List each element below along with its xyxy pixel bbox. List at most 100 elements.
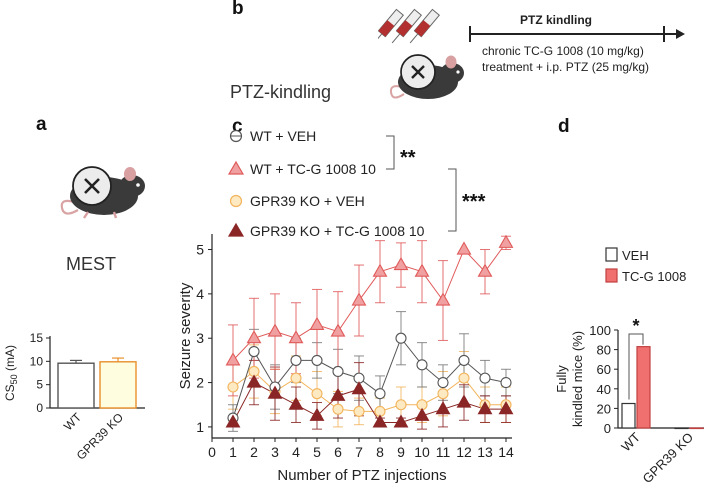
data-point [288,396,304,410]
data-point [435,401,451,415]
legend-label: WT + TC-G 1008 10 [250,161,376,177]
data-point [267,385,283,399]
data-point [458,372,470,384]
legend-label: GPR39 KO + TC-G 1008 10 [250,223,425,239]
data-point [477,401,493,415]
x-tick-label: 9 [397,444,405,460]
data-point [309,407,325,421]
data-point [332,365,344,378]
legend-swatch [605,247,618,262]
data-point [372,263,388,277]
y-axis-label: Fully [556,365,569,393]
panel-label-d: d [558,116,570,137]
y-tick-label: 3 [196,330,204,346]
panel-label-a: a [36,114,47,135]
data-point [414,407,430,421]
data-point [353,405,365,417]
y-tick-label: 15 [30,331,44,345]
data-point [437,388,449,400]
series-line [232,242,507,361]
data-point [456,241,472,255]
arrow-right-icon [676,29,685,39]
data-point [435,292,451,306]
x-tick-label: 11 [436,444,451,460]
y-axis-label: kindled mice (%) [570,331,585,427]
data-point [311,388,323,400]
y-tick-label: 60 [597,362,611,377]
significance-label: * [632,316,639,336]
syringe-icon [409,8,441,44]
syringes-illustration [378,8,441,44]
data-point [246,374,262,388]
treatment-line-1: chronic TC-G 1008 (10 mg/kg) [482,44,644,58]
syringe-icon [391,8,423,44]
data-point [311,354,323,366]
kindled-chart: VEH TC-G 1008 0 20 40 60 80 100 Fully kindled mic… [556,247,704,487]
significance-bracket [386,135,395,170]
data-point [248,345,260,358]
data-point [437,377,449,389]
y-axis-label: CS50 (mA) [3,345,19,401]
x-tick-label: 1 [229,444,237,460]
x-axis-label: Number of PTZ injections [277,467,446,484]
x-tick-label: 7 [355,444,363,460]
mouse-ptz-illustration [389,54,464,99]
x-tick-label: 14 [498,444,514,460]
y-axis-label: Seizure severity [180,282,194,389]
y-tick-label: 10 [30,354,44,368]
data-point [309,316,325,330]
data-point [290,354,302,366]
significance-label: *** [462,191,486,213]
x-tick-label: 12 [456,444,472,460]
data-point [225,414,241,428]
y-tick-label: 0 [604,421,611,436]
mest-title: MEST [66,254,117,274]
bar [57,362,95,409]
legend-swatch [605,268,618,283]
kindling-timeline [469,26,685,42]
data-point [288,330,304,344]
legend-label: TC-G 1008 [622,269,686,284]
data-point [500,377,512,389]
data-point [372,414,388,428]
data-point [395,399,407,411]
data-point [458,354,470,366]
y-tick-label: 0 [36,401,43,415]
series-wt-tc-g-1008-10 [228,235,511,397]
data-point [330,323,346,337]
data-point [332,403,344,415]
data-point [225,352,241,366]
ptz-legend: WT + VEH WT + TC-G 1008 10 GPR39 KO + VEH G… [227,128,486,239]
legend-marker-triangle [227,222,245,237]
x-tick-label: GPR39 KO [640,430,697,487]
data-point [393,414,409,428]
data-point [227,381,239,393]
x-tick-label: 13 [477,444,493,460]
data-point [330,387,346,401]
x-tick-label: WT [618,429,643,454]
data-point [498,401,514,415]
x-tick-label: 4 [292,444,300,460]
data-point [246,330,262,344]
x-tick-label: WT [61,410,85,434]
data-point [414,263,430,277]
significance-bracket [448,168,457,232]
ptz-kindling-title: PTZ-kindling [230,82,332,102]
x-tick-label: 2 [250,444,258,460]
x-tick-label: 3 [271,444,279,460]
x-tick-label: 0 [208,444,216,460]
legend-label: WT + VEH [250,128,316,144]
y-tick-label: 20 [597,401,611,416]
legend-label: GPR39 KO + VEH [250,193,365,209]
significance-label: ** [400,147,416,169]
y-tick-label: 100 [589,323,611,338]
treatment-line-2: treatment + i.p. PTZ (25 mg/kg) [482,60,650,74]
y-tick-label: 4 [196,286,204,302]
y-tick-label: 1 [196,419,204,435]
bar [674,427,689,430]
y-tick-label: 40 [597,382,611,397]
y-tick-label: 2 [196,375,204,391]
bar [636,346,651,429]
